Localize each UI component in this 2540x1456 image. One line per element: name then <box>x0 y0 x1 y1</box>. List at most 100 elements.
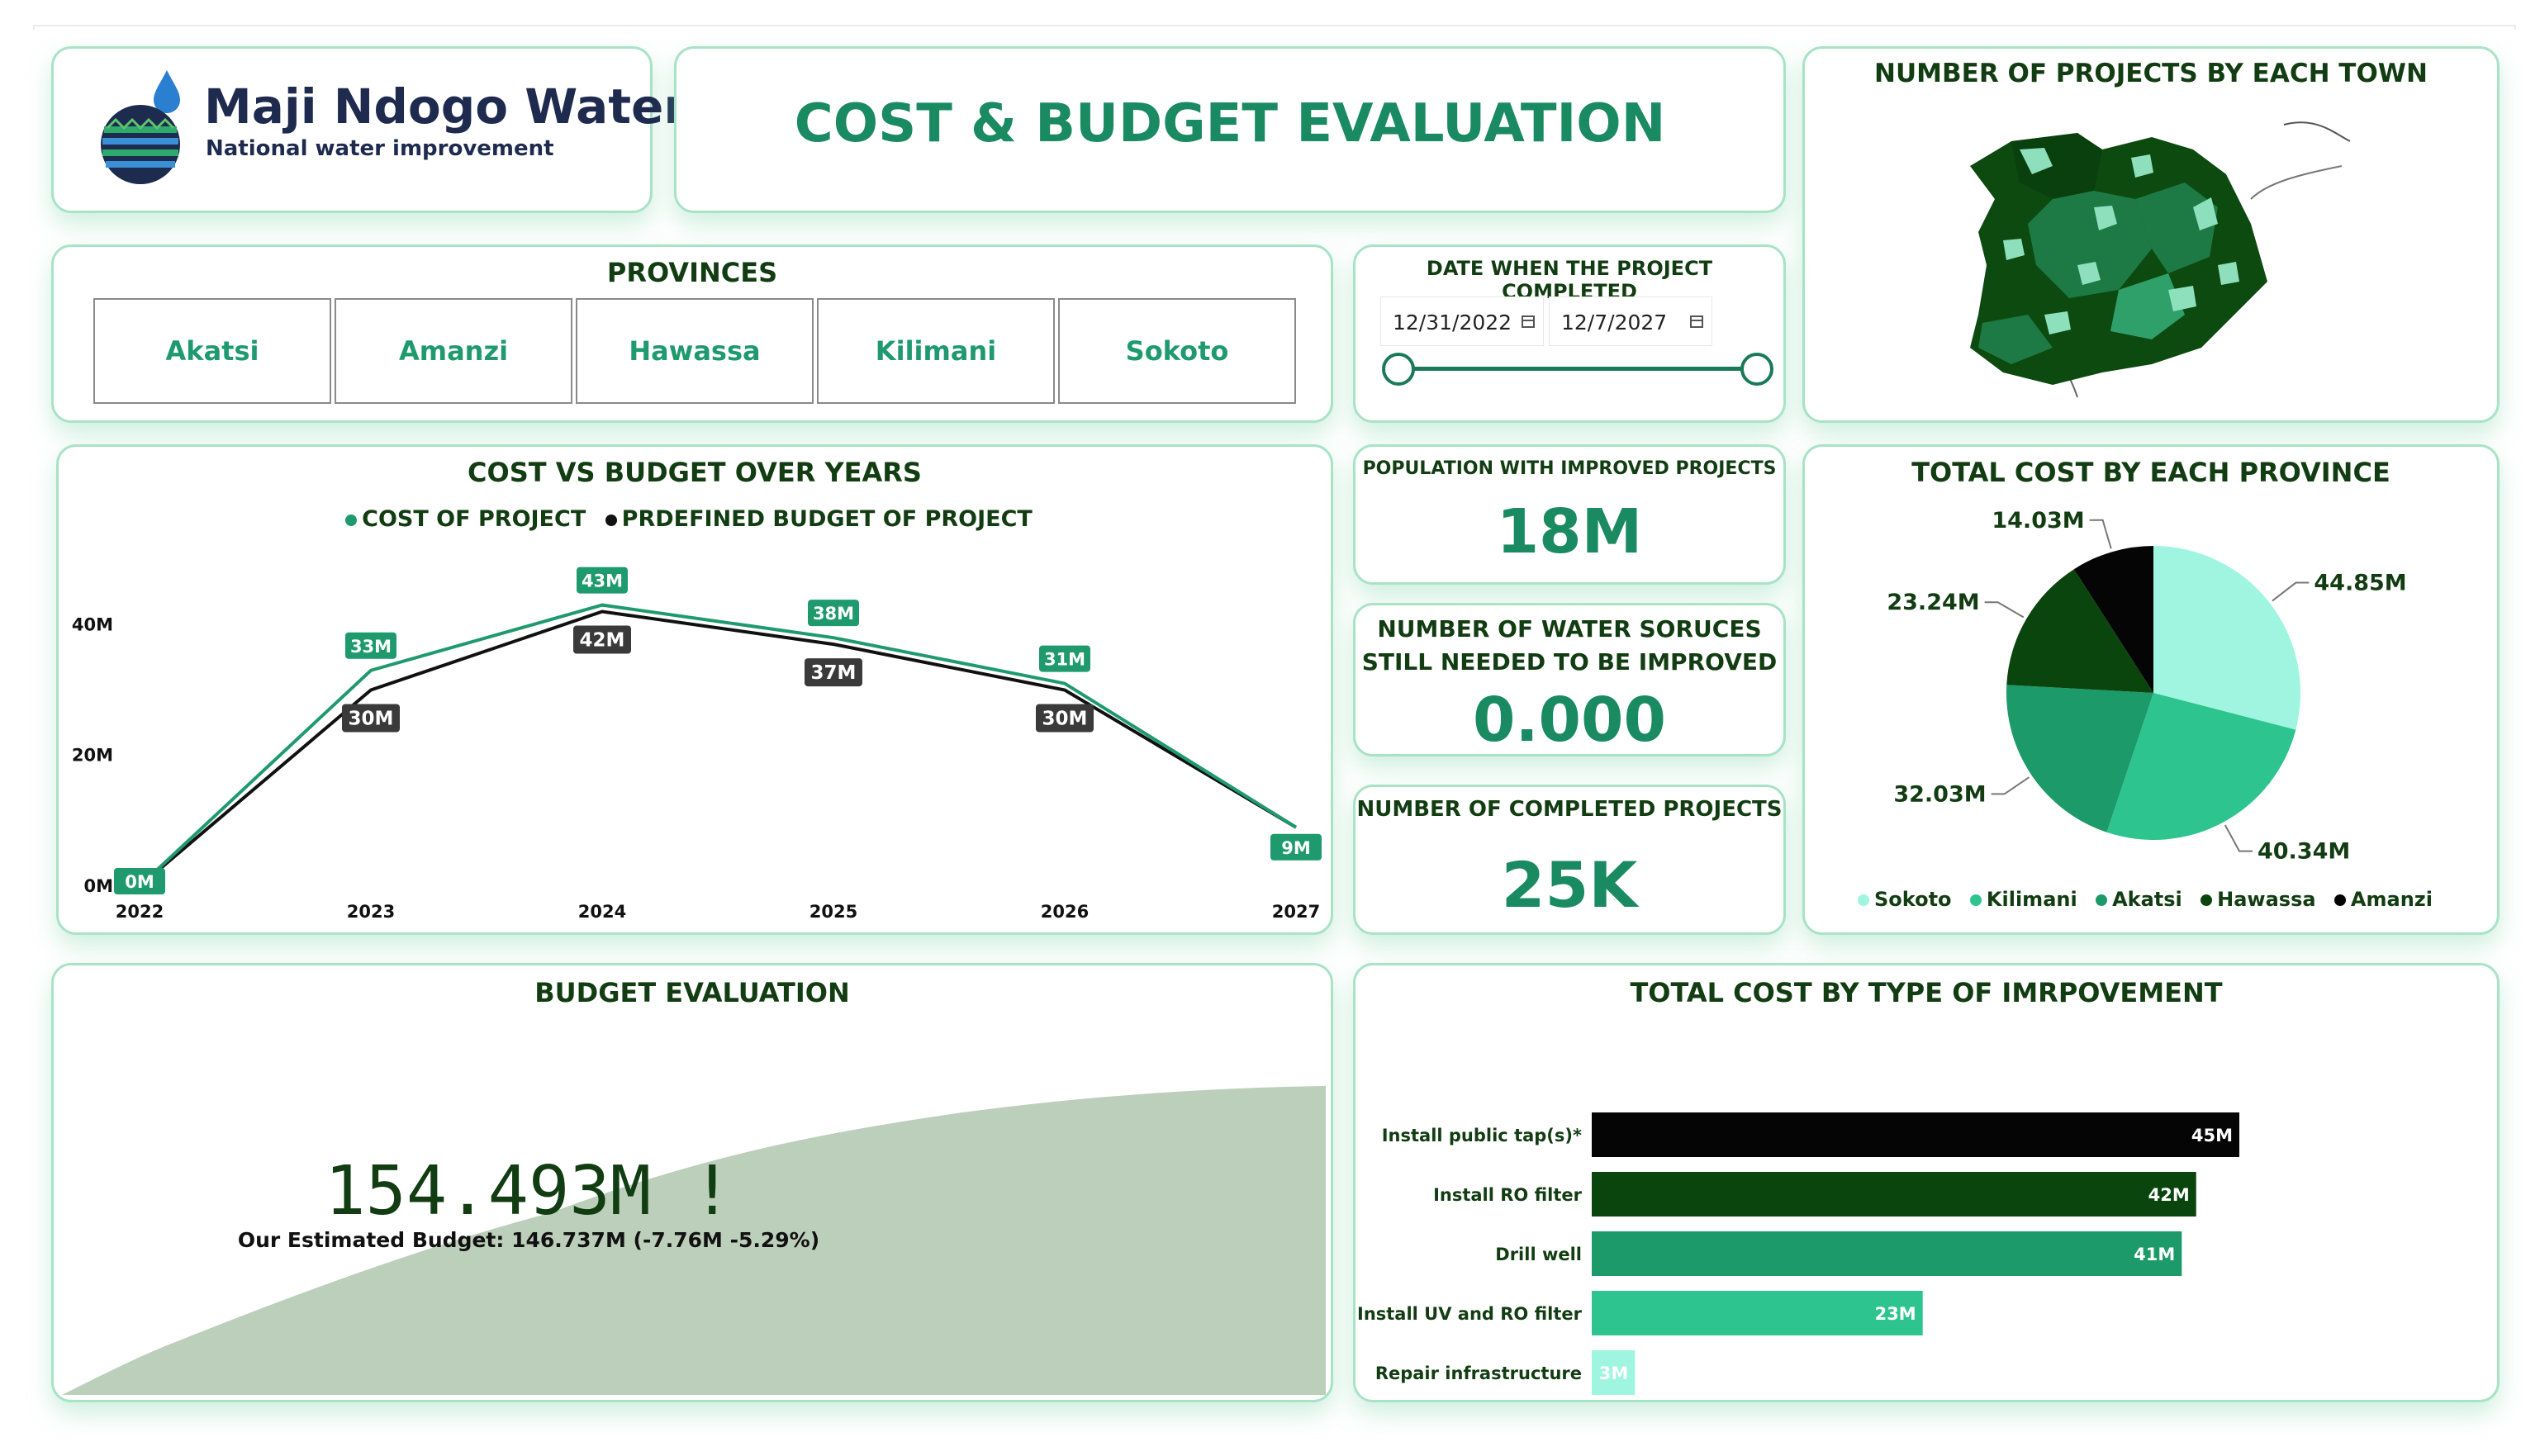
x-tick-label: 2023 <box>347 902 395 922</box>
pie-chart: 44.85M 40.34M 32.03M 23.24M 14.03M <box>1887 508 2406 860</box>
bar-value-label: 45M <box>2191 1126 2233 1145</box>
pie-slice <box>2153 546 2300 730</box>
data-label: 37M <box>811 662 857 684</box>
leader-line <box>2224 824 2253 852</box>
start-date-input[interactable]: 12/31/2022 <box>1380 296 1544 346</box>
map-region <box>2168 286 2196 311</box>
map-region <box>2003 239 2025 260</box>
kpi-population-title: POPULATION WITH IMPROVED PROJECTS <box>1362 458 1777 479</box>
bar <box>1592 1172 2196 1216</box>
pie-slice <box>2006 685 2153 832</box>
date-slider-end-handle[interactable] <box>1740 353 1773 386</box>
legend-label: Hawassa <box>2217 888 2316 911</box>
calendar-icon[interactable] <box>1522 315 1535 328</box>
map-region <box>2193 197 2218 230</box>
x-tick-label: 2022 <box>116 902 164 922</box>
data-label: 31M <box>1044 650 1085 670</box>
brand-tagline: National water improvement <box>206 136 554 161</box>
bar <box>1592 1112 2239 1157</box>
town-map <box>1970 121 2351 398</box>
brand-name: Maji Ndogo Water <box>204 78 687 135</box>
kpi-sources-title-line1: NUMBER OF WATER SORUCES <box>1377 615 1762 643</box>
pie-slice <box>2073 546 2153 693</box>
data-label: 33M <box>350 637 392 657</box>
provinces-card: PROVINCES Akatsi Amanzi Hawassa Kilimani… <box>51 244 1333 423</box>
data-label: 42M <box>580 630 625 652</box>
kpi-population-value: 18M <box>1496 496 1643 567</box>
map-region <box>2020 148 2053 174</box>
budget-evaluation-subtitle: Our Estimated Budget: 146.737M (-7.76M -… <box>237 1228 820 1252</box>
x-tick-label: 2026 <box>1041 902 1089 922</box>
start-date-value: 12/31/2022 <box>1393 311 1512 334</box>
legend-label: Kilimani <box>1986 888 2077 911</box>
leader-line <box>1984 601 2025 619</box>
legend-label: Akatsi <box>2112 888 2182 911</box>
line-chart-title: COST VS BUDGET OVER YEARS <box>468 457 922 488</box>
province-button-kilimani[interactable]: Kilimani <box>817 298 1055 404</box>
date-slider-start-handle[interactable] <box>1382 353 1415 386</box>
map-region <box>2094 206 2117 230</box>
bar <box>1592 1231 2182 1276</box>
legend-item-akatsi: Akatsi <box>2096 888 2182 911</box>
budget-evaluation-value: 154.493M ! <box>325 1152 733 1231</box>
bar-category-label: Drill well <box>1495 1245 1582 1264</box>
series-line <box>138 609 1298 888</box>
data-label: 30M <box>1042 709 1088 730</box>
line-chart-legend: COST OF PROJECT PRDEFINED BUDGET OF PROJ… <box>59 506 1331 532</box>
budget-area <box>62 1086 1326 1395</box>
budget-evaluation-card: BUDGET EVALUATION 154.493M ! Our Estimat… <box>51 963 1333 1402</box>
bar-chart: Install public tap(s)* 45M Install RO filt… <box>1357 1112 2239 1395</box>
series-line <box>138 603 1298 888</box>
bar-category-label: Install UV and RO filter <box>1357 1304 1583 1324</box>
legend-item-kilimani: Kilimani <box>1969 888 2077 911</box>
province-button-amanzi[interactable]: Amanzi <box>335 298 572 404</box>
map-card: NUMBER OF PROJECTS BY EACH TOWN <box>1802 46 2500 423</box>
pie-chart-title: TOTAL COST BY EACH PROVINCE <box>1911 457 2390 488</box>
logo-card: Maji Ndogo Water National water improvem… <box>51 46 687 213</box>
data-label: 38M <box>813 604 854 624</box>
map-region <box>2110 273 2185 339</box>
data-label-bg <box>577 567 628 594</box>
kpi-sources-title-line2: STILL NEEDED TO BE IMPROVED <box>1361 648 1778 676</box>
pie-slice <box>2006 569 2153 693</box>
bar-category-label: Install RO filter <box>1433 1185 1583 1205</box>
kpi-population-card: POPULATION WITH IMPROVED PROJECTS 18M <box>1353 444 1786 585</box>
data-label-bg <box>573 625 631 654</box>
legend-item-amanzi: Amanzi <box>2333 888 2433 911</box>
kpi-completed-title: NUMBER OF COMPLETED PROJECTS <box>1356 797 1783 822</box>
water-drop-logo-icon <box>101 70 180 184</box>
province-button-akatsi[interactable]: Akatsi <box>93 298 331 404</box>
data-label-bg <box>1036 704 1094 733</box>
data-label-bg <box>1270 833 1322 861</box>
map-title: NUMBER OF PROJECTS BY EACH TOWN <box>1874 59 2428 88</box>
top-rule <box>33 25 2516 30</box>
y-tick-label: 20M <box>72 746 113 766</box>
province-button-sokoto[interactable]: Sokoto <box>1058 298 1296 404</box>
calendar-icon[interactable] <box>1690 315 1703 328</box>
map-region <box>2028 191 2152 298</box>
legend-label: PRDEFINED BUDGET OF PROJECT <box>621 506 1033 532</box>
bar-chart-title: TOTAL COST BY TYPE OF IMRPOVEMENT <box>1630 977 2223 1008</box>
slice-label: 32.03M <box>1893 781 1986 807</box>
province-button-hawassa[interactable]: Hawassa <box>576 298 814 404</box>
legend-label: Amanzi <box>2350 888 2433 911</box>
end-date-input[interactable]: 12/7/2027 <box>1549 296 1712 346</box>
page-title: COST & BUDGET EVALUATION <box>794 93 1666 154</box>
kpi-completed-card: NUMBER OF COMPLETED PROJECTS 25K <box>1353 785 1786 935</box>
legend-label: Sokoto <box>1874 888 1952 911</box>
bar-value-label: 3M <box>1599 1364 1629 1383</box>
line-chart: 0M 20M 40M 2022 2023 2024 2025 2026 2027 0M 33M 43M… <box>72 567 1322 922</box>
bar-value-label: 41M <box>2134 1245 2175 1264</box>
date-slider-track[interactable] <box>1397 367 1754 371</box>
legend-item-sokoto: Sokoto <box>1858 888 1952 911</box>
budget-evaluation-title: BUDGET EVALUATION <box>534 977 850 1008</box>
slice-label: 44.85M <box>2314 571 2406 596</box>
title-card: COST & BUDGET EVALUATION <box>674 46 1786 213</box>
x-tick-label: 2024 <box>578 902 626 922</box>
data-label-bg <box>808 600 859 627</box>
kpi-sources-value: 0.000 <box>1472 685 1667 756</box>
slice-label: 14.03M <box>1992 508 2084 534</box>
data-label-bg <box>805 658 862 687</box>
map-region <box>2044 311 2071 334</box>
bar-category-label: Install public tap(s)* <box>1382 1126 1582 1145</box>
